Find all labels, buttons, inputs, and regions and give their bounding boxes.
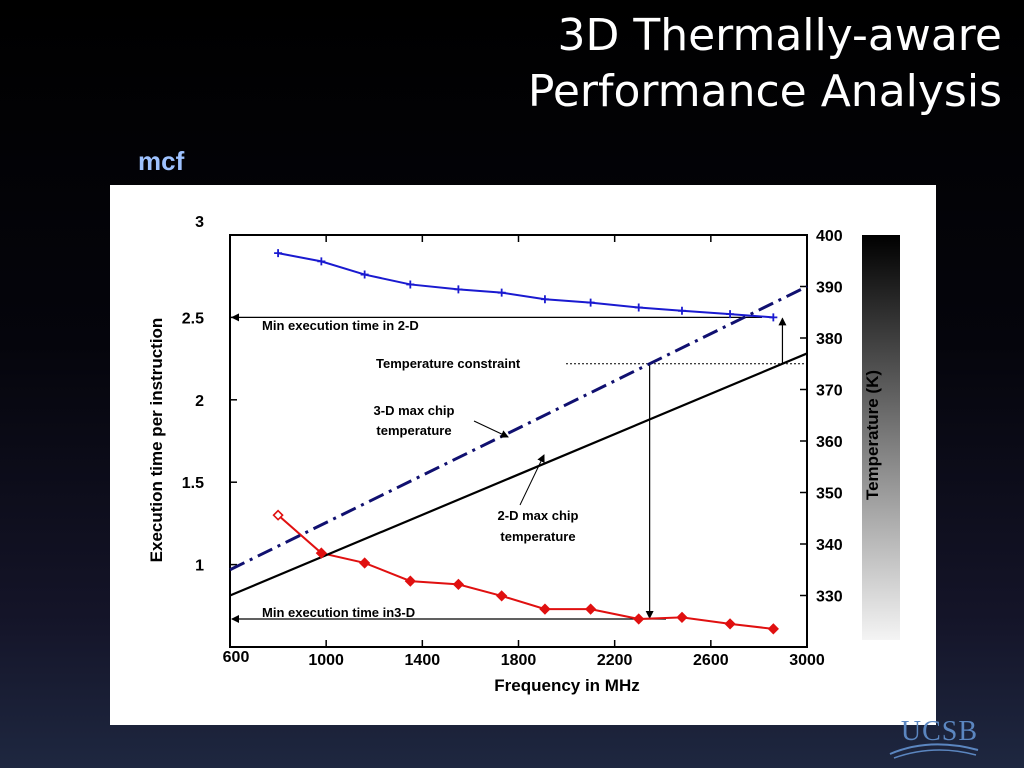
y-tick-label: 2.5 [182,310,204,327]
x-tick-label: 3000 [789,652,825,669]
data-point-2d [769,313,778,322]
ucsb-logo: UCSB [900,716,978,747]
ucsb-swoosh-icon [889,743,979,759]
x-tick-label: 1400 [405,652,441,669]
data-point-2d [586,298,595,307]
data-point-3d [359,557,371,569]
series-line-2 [229,285,808,572]
data-point-2d [406,280,415,289]
pointer-2d-temp [519,454,545,506]
annotation-temp-constraint: Temperature constraint [376,356,521,371]
annotation-2d-temp-line1: 2-D max chip [498,508,579,523]
data-point-2d [360,270,369,279]
y-axis-title: Execution time per instruction [147,318,166,563]
annotation-3d-temp-line2: temperature [376,423,451,438]
data-point-3d [584,603,597,615]
data-point-3d [496,590,508,602]
data-point-3d [676,611,688,623]
slide-title-line2: Performance Analysis [527,66,1002,117]
x-tick-label: 2600 [693,652,729,669]
y2-axis-title: Temperature (K) [863,370,882,500]
y2-tick-label: 340 [816,537,843,554]
annotation-3d-temp-line1: 3-D max chip [374,403,455,418]
chart-panel: 600 1000 1400 1800 2200 2600 3000 3 2.5 2 1.5 1 400 3… [110,185,936,725]
y2-tick-label: 360 [816,434,843,451]
y2-tick-label: 380 [816,331,843,348]
data-point-3d [724,618,736,630]
x-tick-label: 1800 [501,652,537,669]
y2-tick-label: 390 [816,280,843,297]
x-tick-label: 2200 [597,652,633,669]
data-point-3d [539,603,551,615]
y2-tick-label: 330 [816,589,843,606]
data-point-3d [767,623,779,635]
data-point-2d [497,288,506,297]
series-line-0 [277,252,774,319]
x-tick-label: 1000 [308,652,344,669]
annotation-2d-temp-line2: temperature [500,529,575,544]
data-point-2d [274,249,283,258]
temperature-color-bar [862,235,900,640]
benchmark-subtitle: mcf [138,146,185,176]
series-line-1 [277,514,774,630]
data-point-2d [540,295,549,304]
slide-title-line1: 3D Thermally-aware [557,10,1002,61]
y2-tick-label: 370 [816,383,843,400]
x-axis-title: Frequency in MHz [494,676,639,695]
y2-tick-label: 400 [816,228,843,245]
data-point-3d [452,578,465,591]
data-point-2d [454,285,463,294]
series-line-3 [229,352,808,597]
data-point-2d [317,257,326,266]
y-tick-label: 3 [195,214,204,231]
data-point-3d [272,509,284,521]
plot-frame [229,234,808,648]
data-point-2d [634,303,643,312]
slide-title: 3D Thermally-aware Performance Analysis [528,8,1002,120]
chart-svg: 600 1000 1400 1800 2200 2600 300032.521.514003… [147,214,900,695]
y2-tick-label: 350 [816,486,843,503]
data-point-3d [404,575,416,587]
y-tick-label: 2 [195,393,204,410]
data-point-2d [677,306,686,315]
annotation-min-3d: Min execution time in3-D [262,605,415,620]
annotation-min-2d: Min execution time in 2-D [262,318,419,333]
x-tick-label: 600 [223,649,250,666]
pointer-3d-temp [473,420,509,438]
data-point-3d [633,613,645,625]
data-point-2d [726,310,735,319]
y-tick-label: 1 [195,558,204,575]
y-tick-label: 1.5 [182,475,204,492]
data-point-3d [315,547,327,559]
